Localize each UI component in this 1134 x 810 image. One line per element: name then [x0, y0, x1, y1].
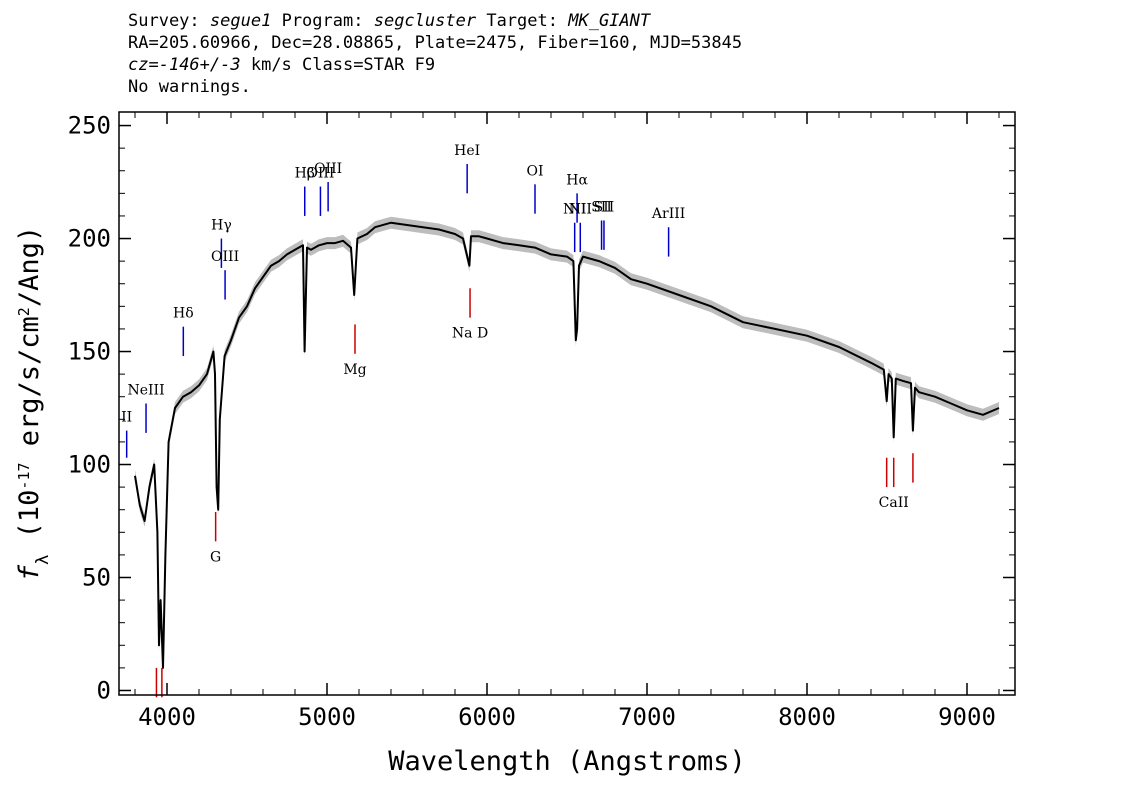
survey-value: segue1 — [209, 11, 272, 31]
emission-line-8: HeI — [454, 143, 480, 194]
emission-line-0: II — [121, 410, 132, 458]
absorption-line-label: Na D — [452, 326, 488, 342]
emission-line-label: SII — [591, 199, 612, 215]
flux-series-line — [134, 221, 1000, 669]
y-tick-label: 150 — [68, 338, 111, 366]
target-label: Target: — [486, 11, 558, 31]
y-tick-label: 100 — [68, 451, 111, 479]
emission-line-label: Hγ — [211, 218, 232, 234]
flux-error-band — [135, 216, 999, 674]
emission-line-label: Hδ — [173, 306, 194, 322]
emission-line-15: ArIII — [651, 206, 685, 257]
program-label: Program: — [281, 11, 364, 31]
y-tick-label: 50 — [82, 563, 111, 591]
emission-line-2: Hδ — [173, 306, 194, 357]
emission-line-label: HeI — [454, 143, 480, 159]
survey-label: Survey: — [128, 11, 200, 31]
emission-line-label: ArIII — [651, 206, 685, 222]
absorption-line-2: G — [210, 511, 221, 565]
absorption-line-label: Mg — [343, 362, 366, 378]
y-axis-title: fλ (10-17 erg/s/cm2/Ang) — [14, 226, 53, 581]
emission-line-label: NII — [569, 202, 592, 218]
error-band-layer — [135, 216, 999, 674]
emission-line-14: SII — [594, 199, 615, 250]
cz-label: cz= — [128, 55, 159, 75]
y-tick-label: 200 — [68, 225, 111, 253]
emission-line-12: NII — [569, 202, 592, 253]
absorption-line-4: Na D — [452, 288, 488, 342]
absorption-line-label: G — [210, 549, 221, 565]
emission-line-4: OIII — [211, 249, 239, 300]
axis-ticks-layer: 4000 5000 6000 7000 8000 9000 0 50 100 150 200 250 — [68, 112, 1015, 731]
emission-line-3: Hγ — [211, 218, 232, 268]
absorption-line-3: Mg — [343, 324, 367, 378]
y-tick-label: 0 — [97, 676, 111, 704]
emission-line-10: NII — [563, 202, 586, 253]
emission-line-label: NeIII — [127, 383, 164, 399]
program-value: segcluster — [373, 11, 477, 31]
header-line-1: Survey: segue1 Program: segcluster Targe… — [128, 10, 742, 32]
emission-line-label: SII — [594, 199, 615, 215]
emission-line-label: Hα — [566, 172, 588, 188]
emission-line-5: Hβ — [295, 166, 315, 216]
cz-value: -146+/-3 — [158, 55, 241, 75]
x-tick-label: 6000 — [458, 703, 516, 731]
x-tick-label: 4000 — [138, 703, 196, 731]
x-axis-title: Wavelength (Angstroms) — [388, 746, 746, 777]
emission-line-6: OIII — [306, 166, 334, 216]
emission-line-1: NeIII — [127, 383, 165, 433]
emission-line-label: OIII — [314, 161, 342, 177]
absorption-line-6: CaII — [879, 457, 909, 511]
plot-frame — [118, 111, 1016, 696]
target-value: MK_GIANT — [568, 11, 651, 31]
emission-line-label: II — [121, 410, 132, 426]
emission-line-label: NII — [563, 202, 586, 218]
emission-line-label: OI — [526, 163, 543, 179]
cz-rest: km/s Class=STAR F9 — [240, 55, 436, 75]
emission-line-11: Hα — [566, 172, 588, 223]
absorption-line-label: CaII — [879, 495, 909, 511]
spectrum-header: Survey: segue1 Program: segcluster Targe… — [128, 10, 742, 98]
emission-line-label: OIII — [306, 166, 334, 182]
emission-line-13: SII — [591, 199, 612, 250]
header-line-4: No warnings. — [128, 77, 251, 97]
emission-line-9: OI — [526, 163, 544, 214]
x-tick-label: 5000 — [298, 703, 356, 731]
emission-line-label: Hβ — [295, 166, 315, 182]
emission-line-label: OIII — [211, 249, 239, 265]
x-tick-label: 9000 — [938, 703, 996, 731]
header-line-2: RA=205.60966, Dec=28.08865, Plate=2475, … — [128, 33, 743, 53]
y-tick-label: 250 — [68, 112, 111, 140]
x-tick-label: 8000 — [778, 703, 836, 731]
flux-layer — [134, 221, 1000, 669]
x-tick-label: 7000 — [618, 703, 676, 731]
emission-line-7: OIII — [314, 161, 342, 212]
header-line-3: cz=-146+/-3 km/s Class=STAR F9 — [128, 54, 742, 76]
